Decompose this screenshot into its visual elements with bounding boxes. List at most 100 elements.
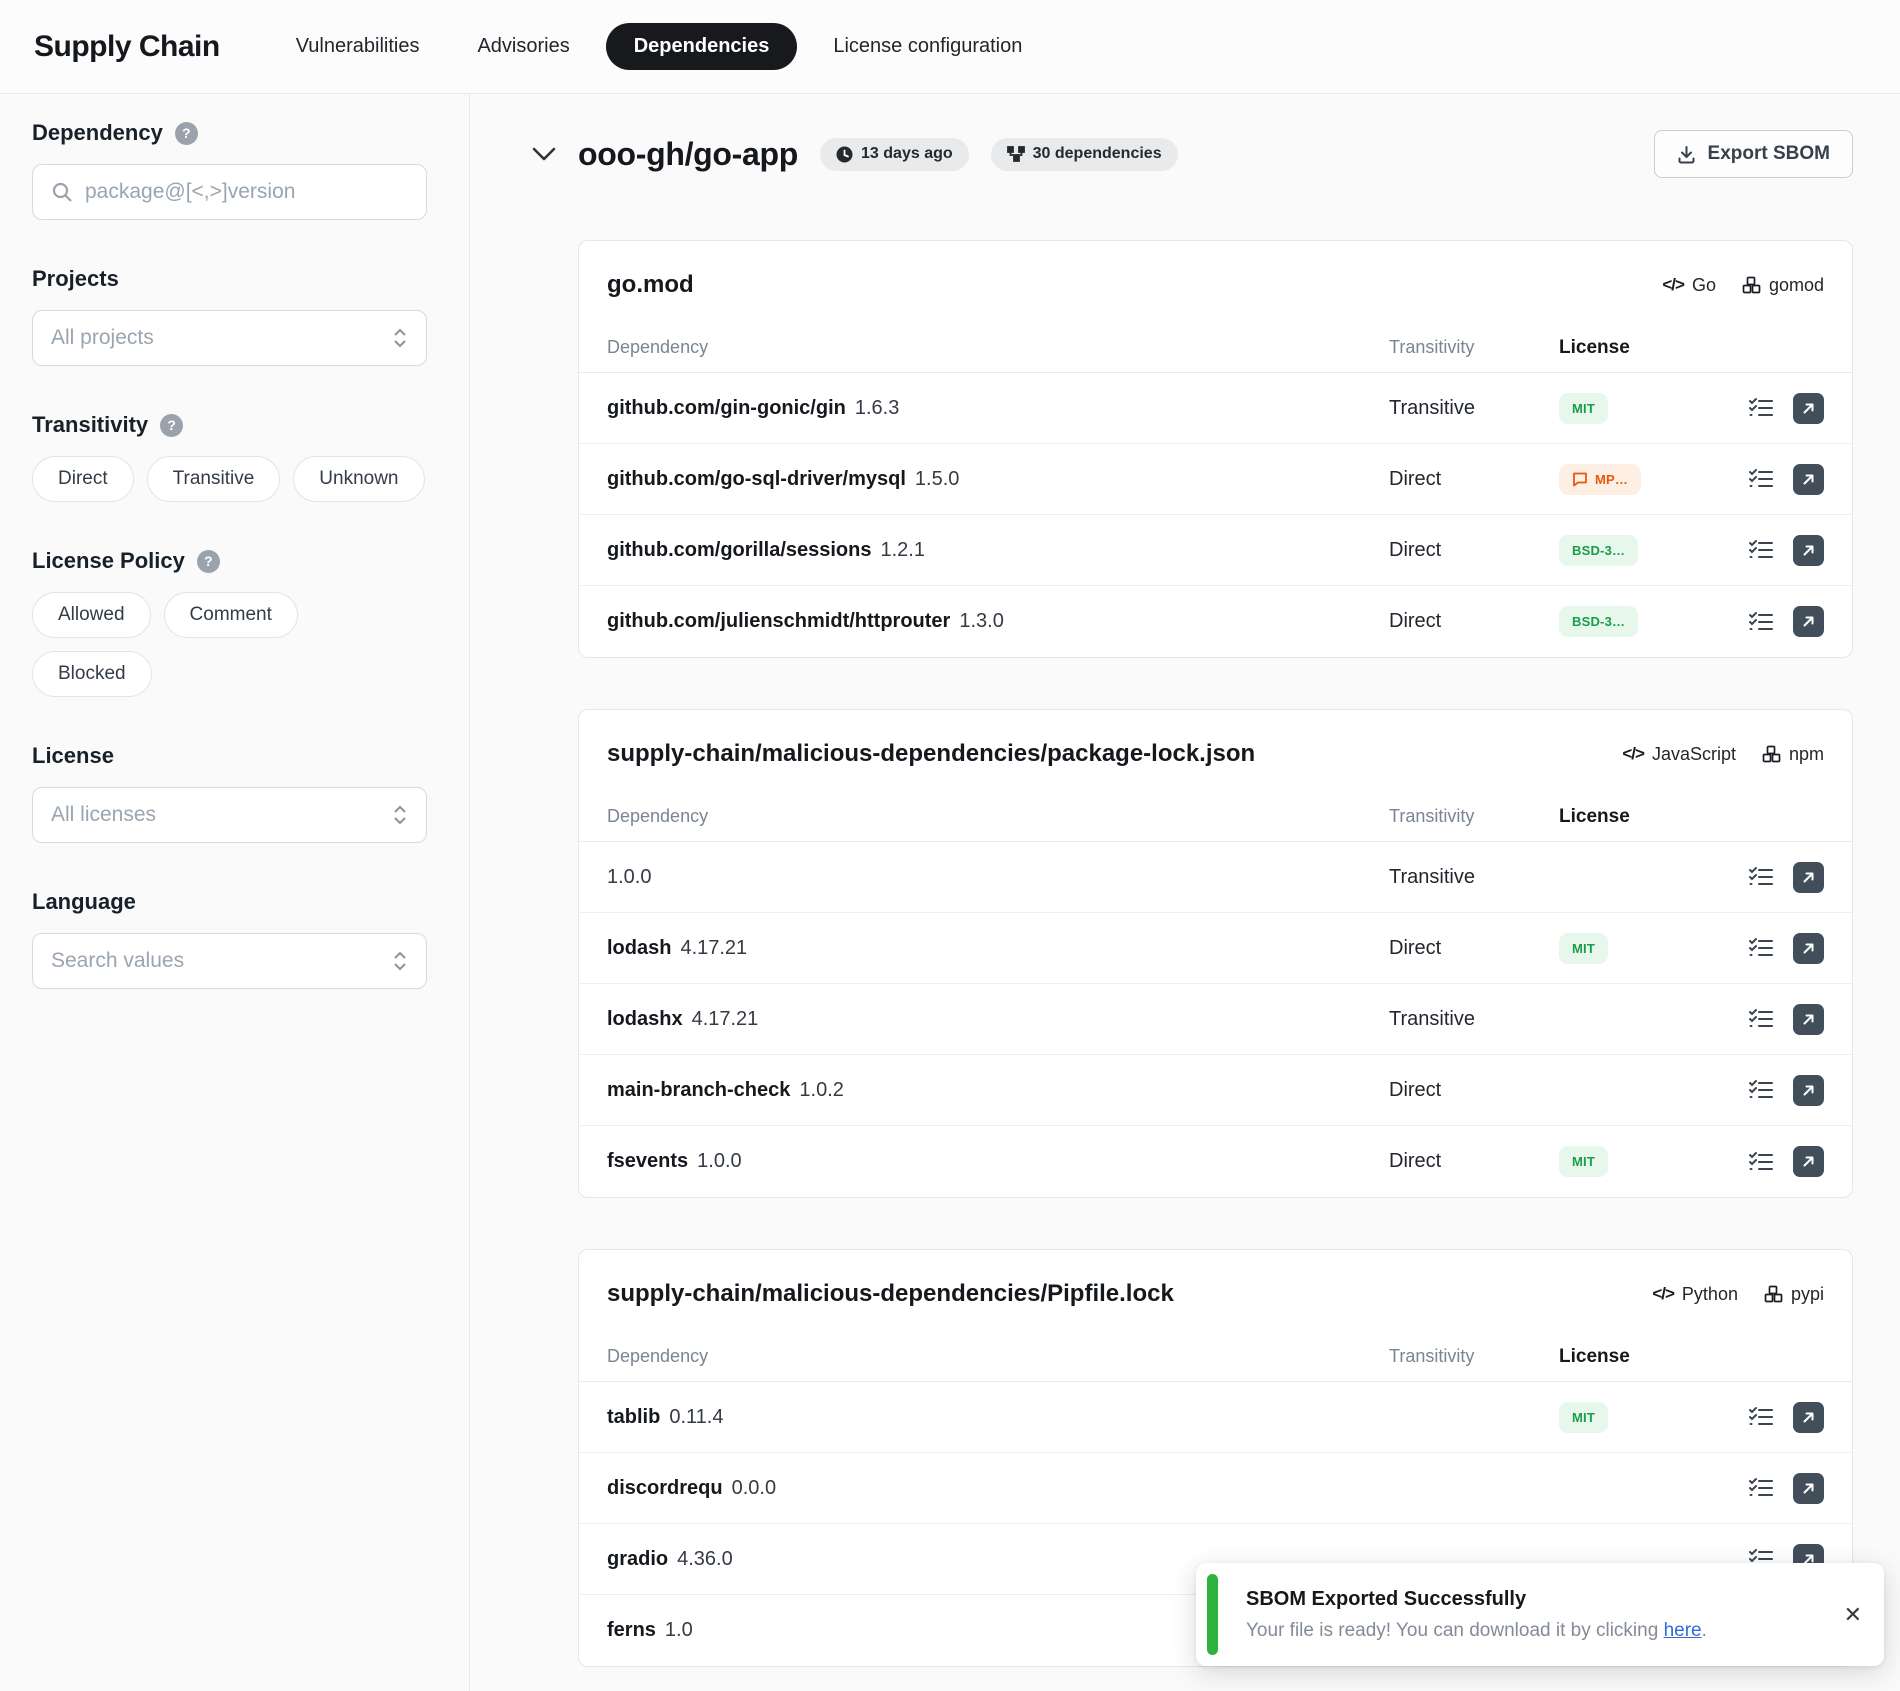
dependency-version: 1.0.2 — [799, 1078, 844, 1101]
checklist-icon — [1749, 1407, 1773, 1425]
license-checklist-button[interactable] — [1749, 539, 1773, 561]
dependency-version: 4.17.21 — [680, 936, 748, 959]
code-icon: </> — [1622, 744, 1645, 763]
open-external-button[interactable] — [1793, 534, 1824, 566]
open-external-button[interactable] — [1793, 932, 1824, 964]
license-select-value: All licenses — [51, 803, 157, 826]
nav-tabs: Vulnerabilities Advisories Dependencies … — [274, 23, 1045, 70]
open-external-button[interactable] — [1793, 1472, 1824, 1504]
external-link-icon — [1803, 1014, 1814, 1024]
download-here-link[interactable]: here — [1663, 1619, 1702, 1641]
language-search-placeholder: Search values — [51, 949, 185, 972]
collapse-project-button[interactable] — [526, 136, 562, 172]
dependency-version: 0.0.0 — [731, 1476, 777, 1499]
toast-message: Your file is ready! You can download it … — [1246, 1619, 1707, 1641]
table-header: Dependency Transitivity License — [579, 792, 1852, 842]
checklist-icon — [1749, 1080, 1773, 1098]
license-badge[interactable]: MIT — [1559, 1146, 1608, 1177]
chip-direct[interactable]: Direct — [32, 456, 134, 502]
chip-unknown[interactable]: Unknown — [293, 456, 425, 502]
open-external-button[interactable] — [1793, 392, 1824, 424]
project-name: ooo-gh/go-app — [578, 135, 799, 172]
open-external-button[interactable] — [1793, 463, 1824, 495]
license-badge[interactable]: MP… — [1559, 463, 1642, 495]
filter-projects: Projects All projects — [32, 266, 427, 366]
help-icon[interactable]: ? — [196, 549, 220, 573]
chip-allowed[interactable]: Allowed — [32, 592, 151, 638]
tab-license-configuration[interactable]: License configuration — [833, 35, 1023, 57]
transitivity-value: Transitive — [1389, 396, 1475, 419]
projects-select-value: All projects — [51, 326, 154, 349]
code-icon: </> — [1662, 275, 1685, 294]
license-checklist-button[interactable] — [1749, 866, 1773, 888]
dependency-filter-label: Dependency — [32, 120, 163, 145]
dependency-name: main-branch-check — [607, 1078, 791, 1101]
dependency-name: discordrequ — [607, 1476, 723, 1499]
tab-advisories[interactable]: Advisories — [477, 35, 570, 57]
tab-dependencies[interactable]: Dependencies — [605, 23, 798, 70]
license-checklist-button[interactable] — [1749, 1477, 1773, 1499]
license-checklist-button[interactable] — [1749, 1079, 1773, 1101]
tab-vulnerabilities[interactable]: Vulnerabilities — [295, 35, 420, 57]
open-external-button[interactable] — [1793, 1003, 1824, 1035]
file-name: go.mod — [607, 271, 694, 298]
chevron-updown-icon — [394, 951, 406, 971]
license-badge[interactable]: BSD-3… — [1559, 534, 1639, 566]
external-link-icon — [1803, 403, 1814, 413]
package-manager-meta: npm — [1762, 744, 1824, 765]
license-badge[interactable]: MIT — [1559, 392, 1608, 424]
license-badge[interactable]: MIT — [1559, 1401, 1608, 1433]
clock-icon — [836, 146, 853, 162]
transitivity-value: Transitive — [1389, 865, 1475, 888]
dependency-name: github.com/gorilla/sessions — [607, 538, 872, 561]
chevron-updown-icon — [394, 805, 406, 825]
dependency-search-input[interactable]: package@[<,>]version — [32, 164, 427, 220]
help-icon[interactable]: ? — [174, 121, 198, 145]
license-checklist-button[interactable] — [1749, 1151, 1773, 1173]
license-checklist-button[interactable] — [1749, 1008, 1773, 1030]
projects-select[interactable]: All projects — [32, 310, 427, 366]
filter-license: License All licenses — [32, 743, 427, 843]
license-checklist-button[interactable] — [1749, 1406, 1773, 1428]
license-badge[interactable]: MIT — [1559, 932, 1608, 964]
license-badge[interactable]: BSD-3… — [1559, 606, 1639, 637]
external-link-icon — [1803, 616, 1814, 627]
download-icon — [1678, 145, 1695, 163]
help-icon[interactable]: ? — [160, 413, 184, 437]
license-checklist-button[interactable] — [1749, 611, 1773, 633]
dependency-name: tablib — [607, 1405, 661, 1428]
chip-comment[interactable]: Comment — [163, 592, 298, 638]
dependency-version: 4.36.0 — [677, 1547, 733, 1570]
license-select[interactable]: All licenses — [32, 787, 427, 843]
license-checklist-button[interactable] — [1749, 397, 1773, 419]
projects-filter-label: Projects — [32, 266, 119, 291]
language-search-select[interactable]: Search values — [32, 933, 427, 989]
open-external-button[interactable] — [1793, 1074, 1824, 1106]
table-row: github.com/go-sql-driver/mysql 1.5.0 Dire… — [579, 444, 1852, 515]
open-external-button[interactable] — [1793, 1146, 1824, 1177]
external-link-icon — [1803, 872, 1814, 882]
column-license: License — [1559, 1345, 1630, 1367]
filter-language: Language Search values — [32, 889, 427, 989]
license-checklist-button[interactable] — [1749, 937, 1773, 959]
open-external-button[interactable] — [1793, 861, 1824, 893]
dependency-version: 1.0.0 — [697, 1150, 742, 1172]
external-link-icon — [1803, 1412, 1814, 1422]
file-name: supply-chain/malicious-dependencies/pack… — [607, 740, 1256, 767]
dependency-name: ferns — [607, 1619, 656, 1641]
open-external-button[interactable] — [1793, 606, 1824, 637]
close-icon[interactable]: ✕ — [1843, 1601, 1862, 1627]
open-external-button[interactable] — [1793, 1401, 1824, 1433]
external-link-icon — [1803, 545, 1814, 555]
chip-blocked[interactable]: Blocked — [32, 651, 152, 697]
dependency-version: 4.17.21 — [691, 1007, 759, 1030]
dependency-version: 0.11.4 — [669, 1405, 724, 1428]
chip-transitive[interactable]: Transitive — [146, 456, 281, 502]
license-checklist-button[interactable] — [1749, 468, 1773, 490]
export-sbom-button[interactable]: Export SBOM — [1653, 130, 1853, 178]
dependencies-main: ooo-gh/go-app 13 days ago 30 dependencie… — [470, 94, 1900, 1691]
external-link-icon — [1803, 1483, 1814, 1493]
dependency-name: lodash — [607, 936, 672, 959]
column-license: License — [1559, 336, 1630, 358]
